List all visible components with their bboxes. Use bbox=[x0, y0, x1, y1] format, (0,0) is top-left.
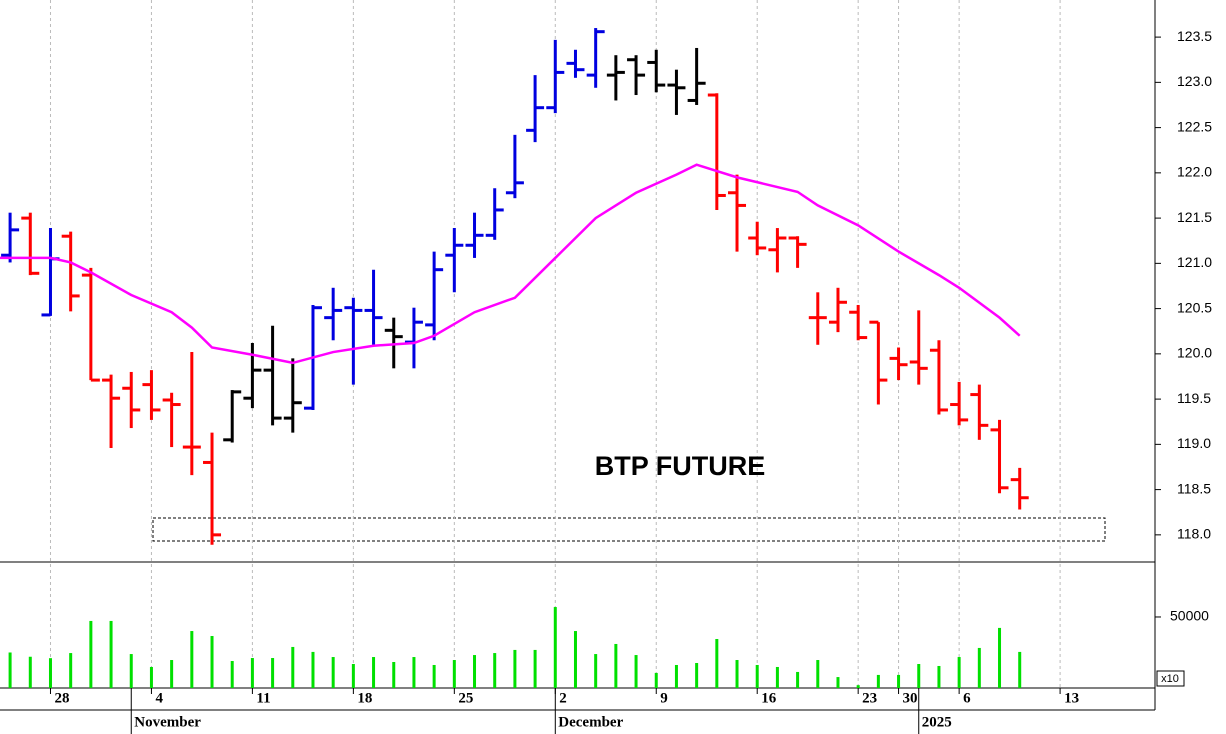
month-label: 2025 bbox=[922, 714, 952, 730]
volume-bar bbox=[8, 652, 12, 688]
volume-bar bbox=[69, 653, 73, 688]
volume-bar bbox=[957, 657, 961, 688]
month-label: November bbox=[134, 714, 201, 730]
volume-bar bbox=[250, 658, 254, 688]
y-tick-label: 119.5 bbox=[1177, 390, 1211, 406]
x-tick-label: 6 bbox=[963, 690, 971, 706]
volume-bar bbox=[937, 665, 941, 688]
volume-bar bbox=[816, 660, 820, 688]
volume-bar bbox=[230, 661, 234, 688]
x-tick-label: 30 bbox=[903, 690, 918, 706]
volume-bar bbox=[210, 636, 214, 688]
volume-bar bbox=[28, 656, 32, 688]
y-tick-label: 118.0 bbox=[1177, 526, 1211, 542]
month-label: December bbox=[558, 714, 623, 730]
volume-bar bbox=[452, 660, 456, 688]
volume-bar bbox=[715, 638, 719, 688]
volume-bar bbox=[331, 657, 335, 688]
volume-bar bbox=[271, 658, 275, 688]
volume-bar bbox=[372, 657, 376, 688]
volume-bar bbox=[695, 662, 699, 688]
y-tick-label: 118.5 bbox=[1177, 480, 1211, 496]
volume-bar bbox=[291, 646, 295, 688]
y-tick-label: 121.0 bbox=[1177, 254, 1212, 270]
x-tick-label: 16 bbox=[761, 690, 777, 706]
x-tick-label: 28 bbox=[54, 690, 69, 706]
y-tick-label: 123.0 bbox=[1177, 73, 1212, 89]
volume-bar bbox=[856, 685, 860, 688]
y-tick-label: 122.5 bbox=[1177, 118, 1212, 134]
volume-bar bbox=[48, 658, 52, 688]
volume-bar bbox=[190, 631, 194, 688]
y-tick-label: 120.0 bbox=[1177, 345, 1212, 361]
volume-bar bbox=[553, 607, 557, 688]
volume-bar bbox=[654, 672, 658, 688]
volume-bar bbox=[170, 660, 174, 688]
volume-bar bbox=[836, 677, 840, 688]
y-tick-label: 122.0 bbox=[1177, 164, 1212, 180]
volume-bar bbox=[755, 664, 759, 688]
y-tick-label: 119.0 bbox=[1177, 435, 1211, 451]
volume-bar bbox=[917, 663, 921, 688]
x-tick-label: 11 bbox=[256, 690, 270, 706]
volume-bar bbox=[998, 627, 1002, 688]
volume-bar bbox=[573, 631, 577, 688]
volume-bar bbox=[513, 649, 517, 688]
volume-bar bbox=[1018, 651, 1022, 688]
volume-bar bbox=[735, 660, 739, 688]
y-tick-label: 120.5 bbox=[1177, 299, 1212, 315]
x-tick-label: 9 bbox=[660, 690, 668, 706]
volume-bar bbox=[614, 643, 618, 688]
volume-bar bbox=[775, 666, 779, 688]
moving-average bbox=[0, 163, 1021, 365]
multiplier-box bbox=[1156, 670, 1185, 687]
volume-bar bbox=[977, 647, 981, 688]
volume-bar bbox=[149, 666, 153, 688]
x-tick-label: 18 bbox=[357, 690, 372, 706]
volume-bar bbox=[473, 655, 477, 688]
volume-bar bbox=[897, 674, 901, 688]
x-tick-label: 13 bbox=[1064, 690, 1079, 706]
volume-bar bbox=[533, 649, 537, 688]
volume-bar bbox=[634, 655, 638, 688]
volume-bar bbox=[674, 664, 678, 688]
volume-bar bbox=[129, 654, 133, 688]
volume-bar bbox=[311, 651, 315, 688]
x-tick-label: 4 bbox=[155, 690, 163, 706]
x-tick-label: 2 bbox=[559, 690, 567, 706]
support-box bbox=[152, 517, 1106, 542]
volume-bar bbox=[392, 662, 396, 688]
volume-bar bbox=[351, 663, 355, 688]
y-tick-label: 50000 bbox=[1170, 608, 1209, 624]
volume-bar bbox=[796, 671, 800, 688]
chart-title: BTP FUTURE bbox=[595, 451, 766, 481]
volume-bar bbox=[594, 654, 598, 688]
volume-bar bbox=[493, 653, 497, 688]
x-tick-label: 25 bbox=[458, 690, 473, 706]
volume-bar bbox=[876, 674, 880, 688]
volume-bar bbox=[412, 657, 416, 688]
y-tick-label: 123.5 bbox=[1177, 28, 1212, 44]
multiplier-label: x10 bbox=[1161, 673, 1179, 685]
volume-bar bbox=[89, 620, 93, 688]
volume-bar bbox=[432, 664, 436, 688]
x-tick-label: 23 bbox=[862, 690, 877, 706]
y-tick-label: 121.5 bbox=[1177, 209, 1212, 225]
volume-bar bbox=[109, 620, 113, 688]
